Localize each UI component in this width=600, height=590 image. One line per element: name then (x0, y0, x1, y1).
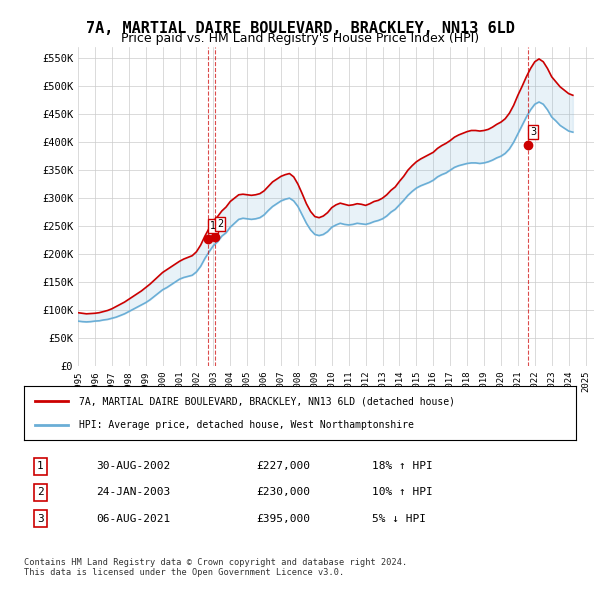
Text: £227,000: £227,000 (256, 461, 310, 471)
Text: £230,000: £230,000 (256, 487, 310, 497)
Text: 1: 1 (210, 221, 216, 231)
Text: £395,000: £395,000 (256, 514, 310, 523)
Text: 1: 1 (37, 461, 44, 471)
Text: Contains HM Land Registry data © Crown copyright and database right 2024.
This d: Contains HM Land Registry data © Crown c… (24, 558, 407, 577)
Text: 06-AUG-2021: 06-AUG-2021 (96, 514, 170, 523)
Text: 7A, MARTIAL DAIRE BOULEVARD, BRACKLEY, NN13 6LD (detached house): 7A, MARTIAL DAIRE BOULEVARD, BRACKLEY, N… (79, 396, 455, 407)
Text: Price paid vs. HM Land Registry's House Price Index (HPI): Price paid vs. HM Land Registry's House … (121, 32, 479, 45)
Text: 18% ↑ HPI: 18% ↑ HPI (372, 461, 433, 471)
Text: 10% ↑ HPI: 10% ↑ HPI (372, 487, 433, 497)
Text: 7A, MARTIAL DAIRE BOULEVARD, BRACKLEY, NN13 6LD: 7A, MARTIAL DAIRE BOULEVARD, BRACKLEY, N… (86, 21, 514, 35)
Text: 30-AUG-2002: 30-AUG-2002 (96, 461, 170, 471)
Text: 2: 2 (37, 487, 44, 497)
Text: 2: 2 (217, 219, 223, 229)
Text: 5% ↓ HPI: 5% ↓ HPI (372, 514, 426, 523)
Text: 24-JAN-2003: 24-JAN-2003 (96, 487, 170, 497)
Text: 3: 3 (530, 127, 536, 137)
Text: HPI: Average price, detached house, West Northamptonshire: HPI: Average price, detached house, West… (79, 419, 414, 430)
Text: 3: 3 (37, 514, 44, 523)
